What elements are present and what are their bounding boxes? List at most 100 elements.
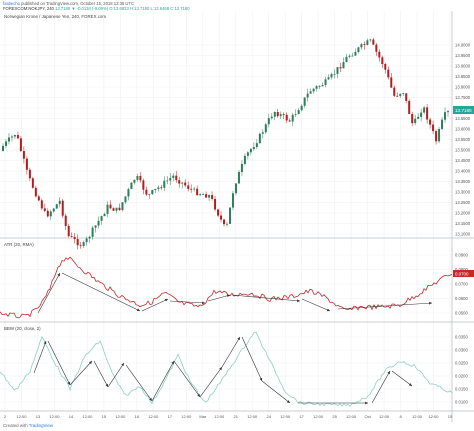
trend-arrow[interactable] <box>241 336 263 382</box>
candle-body <box>252 147 255 149</box>
time-axis-label: 16 <box>135 414 140 419</box>
chart-area[interactable]: Norwegian Krone / Japanese Yen, 240, FOR… <box>0 11 474 422</box>
bbw-scale[interactable]: 0.0350 0.0300 0.0250 0.0200 0.0150 0.0100 <box>455 335 468 405</box>
candle-body <box>261 132 264 134</box>
candle-body <box>381 57 384 65</box>
candle-body <box>190 188 193 190</box>
trend-arrow[interactable] <box>371 370 391 404</box>
trend-arrow[interactable] <box>107 362 125 388</box>
atr-legend: ATR (20, RMA) <box>4 242 34 247</box>
candle-body <box>426 107 429 120</box>
trend-arrow[interactable] <box>337 302 433 310</box>
candle-body <box>336 67 339 74</box>
trend-arrow[interactable] <box>47 340 71 386</box>
candle-body <box>384 64 387 70</box>
candle-body <box>306 93 309 98</box>
trend-arrow[interactable] <box>141 298 169 312</box>
time-axis[interactable]: 2 12:00 13 12:00 14 12:00 15 12:00 16 12:00 17 12:0… <box>4 414 453 419</box>
trend-arrow[interactable] <box>221 336 241 368</box>
trend-arrow[interactable] <box>169 300 206 304</box>
candle-body <box>43 208 46 211</box>
trend-arrow[interactable] <box>391 370 413 387</box>
trend-arrow[interactable] <box>261 380 291 404</box>
candle-body <box>103 213 106 217</box>
candle-body <box>142 180 145 190</box>
price-scale-label: 13.5000 <box>455 148 471 153</box>
candle-body <box>202 194 205 195</box>
time-axis-label: 12:00 <box>82 414 93 419</box>
arrow-head <box>202 301 205 305</box>
candle-body <box>267 118 270 125</box>
trend-arrow[interactable] <box>207 294 231 302</box>
candle-body <box>435 131 438 142</box>
candle-body <box>273 112 276 117</box>
candle-body <box>214 198 217 210</box>
price-scale[interactable]: 14.0000 13.9500 13.9000 13.8500 13.8000 13.75… <box>455 43 471 237</box>
atr-scale-label: 0.0700 <box>455 282 468 287</box>
candle-body <box>432 124 435 132</box>
candle-body <box>279 114 282 117</box>
candle-body <box>438 129 441 142</box>
candle-body <box>447 111 450 113</box>
trend-arrow[interactable] <box>199 366 223 398</box>
arrow-head <box>57 273 60 277</box>
candle-body <box>333 73 336 75</box>
trend-arrow[interactable] <box>93 360 109 388</box>
bbw-scale-label: 0.0250 <box>455 361 468 366</box>
time-axis-label: 12:00 <box>346 414 357 419</box>
trend-arrow[interactable] <box>231 294 301 302</box>
candle-body <box>363 44 366 46</box>
candle-body <box>2 145 4 151</box>
time-axis-label: Oct <box>364 414 371 419</box>
candle-body <box>429 119 432 125</box>
candle-body <box>46 210 49 217</box>
trend-arrow[interactable] <box>33 340 47 374</box>
candle-body <box>420 112 423 117</box>
price-scale-label: 13.8000 <box>455 85 471 90</box>
time-axis-label: Mar <box>199 414 207 419</box>
tradingview-brand[interactable]: TradingView <box>28 423 53 428</box>
candle-body <box>246 152 249 156</box>
candle-body <box>58 200 61 205</box>
candle-body <box>163 180 166 188</box>
price-scale-label: 13.1000 <box>455 232 471 237</box>
candle-body <box>79 245 82 247</box>
candle-body <box>139 175 142 181</box>
price-scale-label: 13.9000 <box>455 64 471 69</box>
arrow-head <box>286 400 290 403</box>
time-axis-label: 21 <box>234 414 239 419</box>
time-axis-label: 8 <box>399 414 402 419</box>
bbw-scale-label: 0.0350 <box>455 335 468 340</box>
bbw-legend: BBW (20, close, 2) <box>4 326 41 331</box>
publisher-username[interactable]: fxabecho <box>3 1 20 6</box>
time-axis-label: 12:00 <box>412 414 423 419</box>
price-scale-label: 13.9500 <box>455 53 471 58</box>
footer: Created with TradingView <box>3 423 53 428</box>
candle-body <box>327 77 330 80</box>
atr-series <box>0 256 453 319</box>
candle-body <box>243 155 246 164</box>
candle-body <box>145 189 148 195</box>
trend-arrow[interactable] <box>301 298 331 312</box>
chart-svg[interactable]: Norwegian Krone / Japanese Yen, 240, FOR… <box>0 11 474 422</box>
trend-arrow[interactable] <box>173 360 201 398</box>
candle-body <box>160 187 163 189</box>
bbw-pane[interactable] <box>0 323 452 411</box>
candle-body <box>237 171 240 184</box>
candle-body <box>187 185 190 189</box>
trend-arrow[interactable] <box>37 272 61 314</box>
trend-arrow[interactable] <box>61 272 141 312</box>
trend-arrow[interactable] <box>125 364 153 402</box>
candle-body <box>324 79 327 85</box>
candle-body <box>360 44 363 48</box>
candle-body <box>19 138 22 151</box>
candle-body <box>315 86 318 89</box>
candle-body <box>321 84 324 87</box>
arrow-head <box>121 363 124 367</box>
trend-arrow[interactable] <box>69 360 93 386</box>
candle-body <box>378 51 381 58</box>
atr-scale-label: 0.0800 <box>455 267 468 272</box>
candle-body <box>184 182 187 186</box>
trend-arrow[interactable] <box>151 360 175 402</box>
